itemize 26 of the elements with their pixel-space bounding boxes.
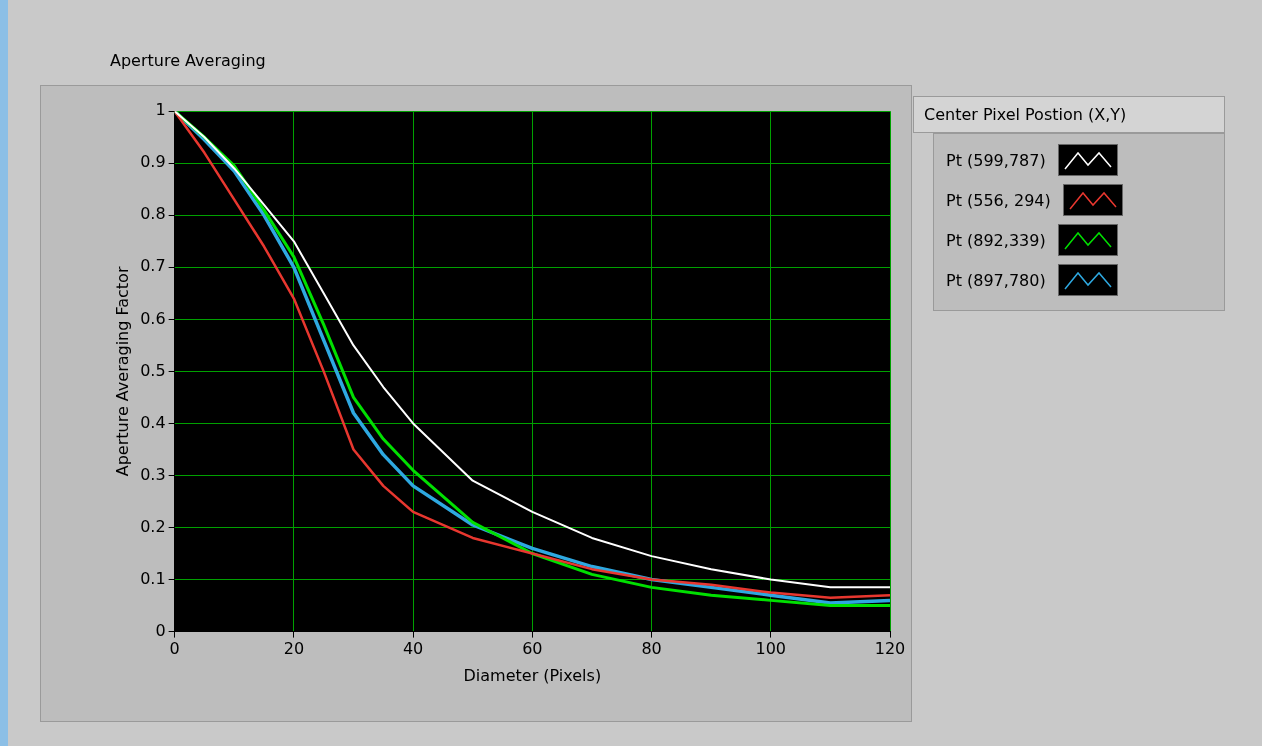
- y-tick-label: 0.2: [140, 516, 166, 536]
- y-tick-label: 0.6: [140, 308, 166, 328]
- y-tick-label: 1: [155, 100, 166, 120]
- x-tick-label: 80: [641, 639, 662, 659]
- legend-title: Center Pixel Postion (X,Y): [913, 96, 1225, 133]
- y-tick-label: 0.1: [140, 568, 166, 588]
- y-tick-label: 0.3: [140, 464, 166, 484]
- x-axis-title: Diameter (Pixels): [463, 665, 602, 685]
- y-tick-label: 0.8: [140, 204, 166, 224]
- chart-title: Aperture Averaging: [110, 50, 266, 70]
- y-tick-label: 0.7: [140, 256, 166, 276]
- y-axis-title: Aperture Averaging Factor: [112, 266, 132, 477]
- x-tick-label: 0: [169, 639, 180, 659]
- x-tick-label: 100: [755, 639, 787, 659]
- legend-label: Pt (599,787): [946, 150, 1046, 170]
- y-tick-label: 0.5: [140, 360, 166, 380]
- x-tick-label: 120: [874, 639, 906, 659]
- legend-label: Pt (892,339): [946, 230, 1046, 250]
- y-tick-label: 0: [155, 620, 166, 640]
- x-tick-label: 40: [402, 639, 424, 659]
- y-tick-label: 0.9: [140, 152, 166, 172]
- x-tick-label: 20: [283, 639, 305, 659]
- x-tick-label: 60: [522, 639, 543, 659]
- y-tick-label: 0.4: [140, 412, 166, 432]
- legend-label: Pt (556, 294): [946, 190, 1051, 210]
- legend-label: Pt (897,780): [946, 270, 1046, 290]
